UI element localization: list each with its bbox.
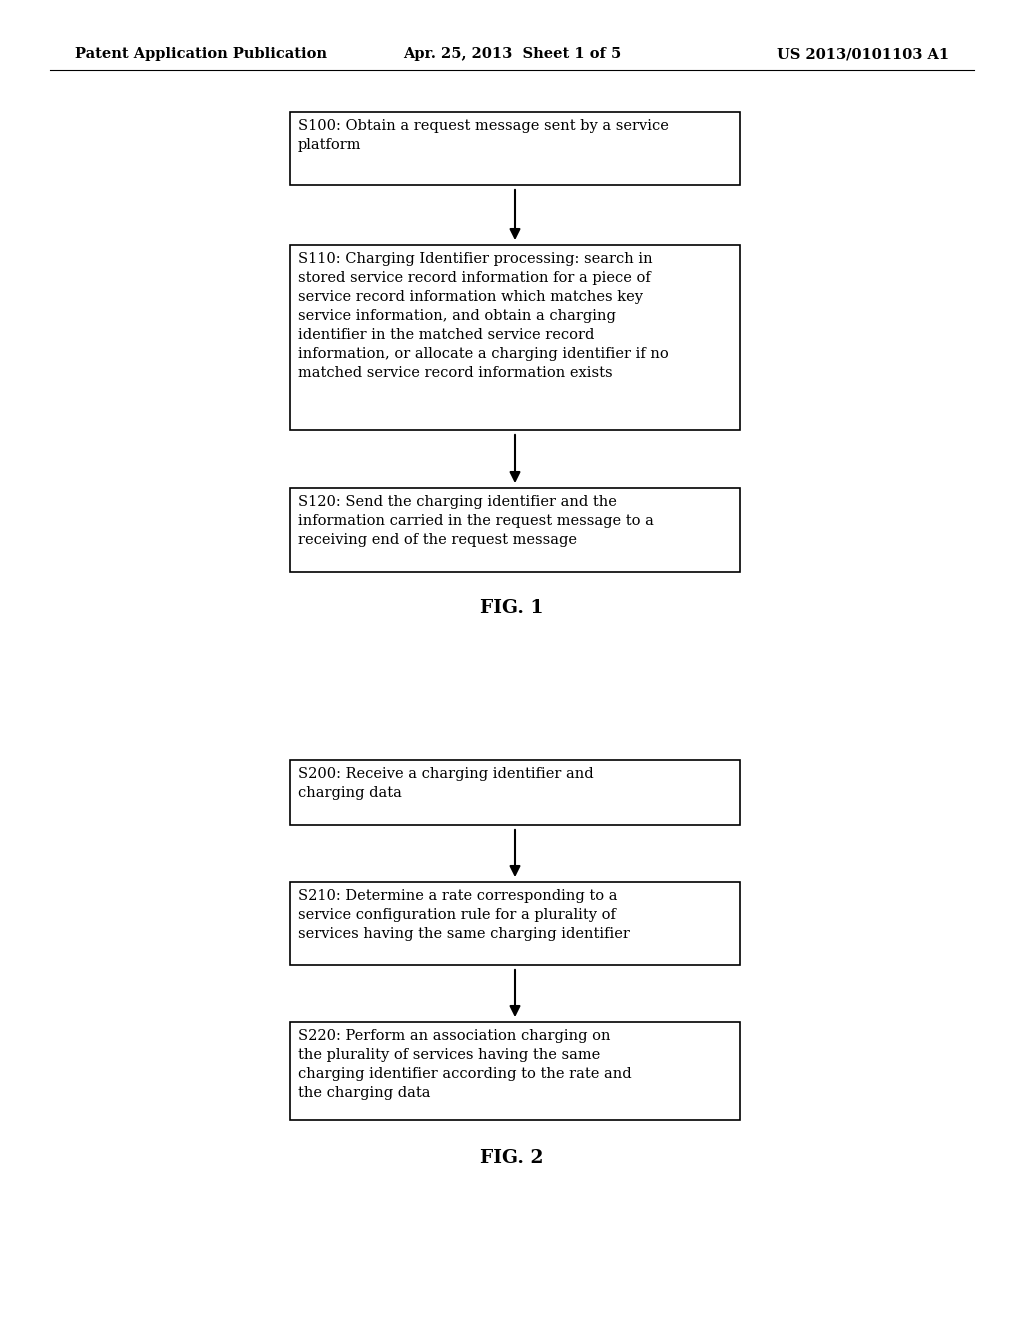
Text: FIG. 1: FIG. 1	[480, 599, 544, 616]
Text: US 2013/0101103 A1: US 2013/0101103 A1	[777, 48, 949, 61]
Text: Patent Application Publication: Patent Application Publication	[75, 48, 327, 61]
Text: S210: Determine a rate corresponding to a
service configuration rule for a plura: S210: Determine a rate corresponding to …	[298, 888, 630, 941]
Bar	[290, 760, 740, 825]
Bar	[290, 882, 740, 965]
Bar	[290, 488, 740, 572]
Text: Apr. 25, 2013  Sheet 1 of 5: Apr. 25, 2013 Sheet 1 of 5	[402, 48, 622, 61]
Text: S220: Perform an association charging on
the plurality of services having the sa: S220: Perform an association charging on…	[298, 1030, 632, 1100]
Text: S110: Charging Identifier processing: search in
stored service record informatio: S110: Charging Identifier processing: se…	[298, 252, 669, 380]
Text: S120: Send the charging identifier and the
information carried in the request me: S120: Send the charging identifier and t…	[298, 495, 654, 546]
Bar	[290, 112, 740, 185]
Text: S200: Receive a charging identifier and
charging data: S200: Receive a charging identifier and …	[298, 767, 594, 800]
Text: FIG. 2: FIG. 2	[480, 1148, 544, 1167]
Text: S100: Obtain a request message sent by a service
platform: S100: Obtain a request message sent by a…	[298, 119, 669, 152]
Bar	[290, 246, 740, 430]
Bar	[290, 1022, 740, 1119]
